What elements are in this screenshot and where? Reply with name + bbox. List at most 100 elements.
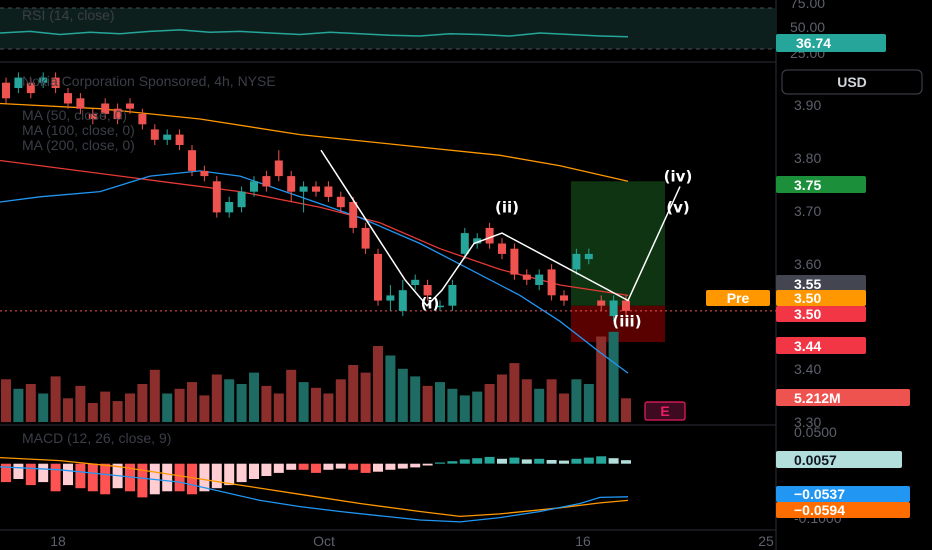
candle [2, 77, 10, 104]
volume-bar [447, 388, 458, 423]
macd-value: −0.0537 [794, 486, 845, 502]
candle [88, 108, 97, 125]
candle-body [547, 269, 556, 296]
macd-histogram-bar [348, 463, 359, 470]
time-axis[interactable]: 18 Oct 16 25 [50, 533, 774, 549]
macd-histogram-bar [472, 458, 483, 464]
candle [535, 269, 544, 291]
candle-body [225, 202, 234, 213]
candle-body [287, 176, 296, 192]
macd-histogram-bar [162, 463, 173, 492]
candle [411, 274, 420, 291]
candle [498, 238, 506, 260]
macd-hist-value: 0.0057 [794, 452, 837, 468]
macd-histogram-bar [261, 463, 272, 476]
candle [547, 264, 556, 301]
macd-hist-badge [776, 451, 902, 468]
volume-bar [583, 384, 594, 422]
candle-body [535, 274, 544, 285]
elliott-wave-line[interactable] [320, 149, 681, 307]
candle [336, 191, 345, 213]
volume-bar [211, 374, 222, 422]
candle-body [126, 103, 134, 109]
volume-bar [311, 387, 321, 422]
macd-histogram-bar [335, 463, 346, 469]
volume-bar [621, 398, 631, 423]
volume-badge [776, 389, 910, 406]
rsi-band [0, 8, 776, 49]
stop-price: 3.44 [794, 338, 821, 354]
volume-bar [174, 388, 185, 423]
earnings-marker-box[interactable] [644, 401, 686, 421]
candle [460, 227, 469, 260]
price-tick-370: 3.70 [794, 203, 821, 219]
candle-body [622, 300, 630, 311]
current-price: 3.50 [794, 306, 821, 322]
target-price-badge [776, 176, 866, 193]
target-zone [571, 181, 665, 306]
volume-bar [534, 388, 545, 423]
candle [262, 170, 271, 192]
macd-histogram-bar [509, 457, 520, 464]
candle [64, 87, 72, 109]
candle-body [274, 160, 283, 177]
macd-histogram-bar [211, 463, 222, 489]
candle [138, 108, 147, 130]
macd-histogram-bar [75, 463, 86, 489]
volume-bar [360, 372, 371, 422]
candle-body [200, 170, 209, 177]
rsi-tick-50: 50.00 [790, 19, 825, 35]
candle [287, 170, 296, 202]
macd-scale[interactable]: 0.0500 -0.1000 0.0057 −0.0537 −0.0594 [776, 424, 910, 526]
volume-bar [435, 382, 445, 422]
macd-histogram-bar [608, 458, 619, 464]
macd-histogram-bar [286, 463, 297, 470]
candle [386, 285, 395, 311]
candle-body [64, 93, 72, 104]
rsi-line [0, 29, 629, 38]
volume-bar [472, 391, 483, 422]
rsi-value-badge [776, 34, 886, 52]
macd-histogram-bar [100, 463, 111, 495]
wave-label: (v) [666, 198, 690, 216]
candle [39, 72, 48, 88]
candle-body [609, 300, 618, 317]
macd-tick-top: 0.0500 [794, 424, 837, 440]
candle-body [51, 77, 60, 88]
price-tick-340: 3.40 [794, 361, 821, 377]
currency-button[interactable] [781, 69, 923, 95]
macd-histogram-bar [360, 463, 371, 473]
macd-legend: MACD (12, 26, close, 9) [22, 430, 171, 446]
candle-body [150, 129, 159, 140]
volume-bar [323, 393, 334, 422]
earnings-marker[interactable]: E [644, 401, 686, 421]
volume-bar [559, 393, 569, 422]
macd-line [0, 466, 629, 523]
candle [584, 248, 593, 265]
macd-histogram-bar [447, 461, 458, 464]
macd-histogram-bar [273, 463, 284, 473]
candle-body [560, 295, 568, 301]
volume-bar [187, 382, 197, 422]
volume-bar [397, 368, 408, 422]
volume-bar [38, 393, 49, 422]
volume-bar [261, 385, 272, 422]
volume-bar [112, 401, 123, 422]
candle-body [498, 243, 506, 254]
macd-histogram-bar [137, 463, 148, 498]
candle-body [113, 108, 122, 120]
macd-histogram-bar [298, 463, 309, 470]
candle [361, 222, 370, 254]
macd-histogram-bar [459, 459, 470, 464]
volume-bar [571, 379, 582, 423]
candle-body [76, 98, 85, 109]
volume-bar [75, 385, 86, 422]
macd-histogram-bar [521, 459, 532, 464]
rsi-scale[interactable]: 75.00 50.00 25.00 36.74 [776, 0, 886, 61]
macd-histogram-bar [199, 463, 210, 492]
wave-label: (iii) [612, 313, 641, 331]
candle [398, 279, 407, 317]
price-scale[interactable]: USD 3.90 3.80 3.70 3.60 3.40 3.30 3.75 3… [706, 69, 923, 430]
macd-histogram-bar [385, 463, 396, 470]
